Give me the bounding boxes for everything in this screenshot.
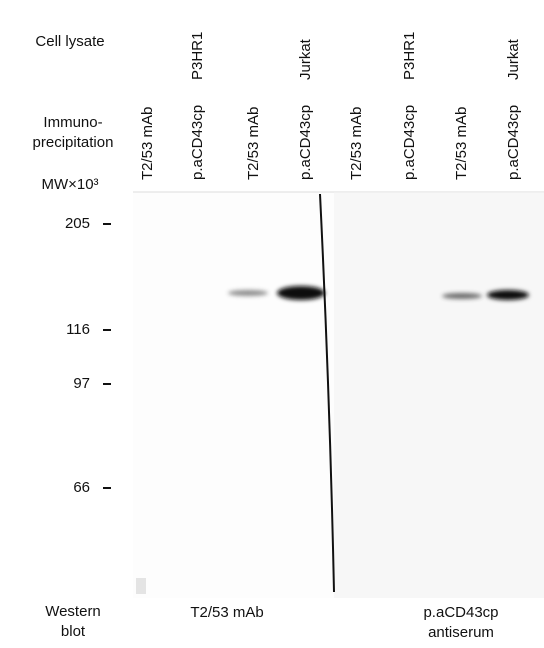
row-label: blot [61, 623, 86, 640]
cell-lysate-label: P3HR1 [401, 32, 418, 80]
gel-speck [136, 578, 146, 594]
band [277, 286, 325, 300]
blot-label: p.aCD43cp [423, 604, 498, 621]
band [442, 293, 482, 299]
mw-marker-label: 116 [66, 321, 90, 338]
lane-label: p.aCD43cp [189, 105, 206, 180]
figure: Cell lysate Immuno- precipitation MW×10³… [0, 0, 544, 648]
row-label: precipitation [33, 134, 114, 151]
lane-label: p.aCD43cp [505, 105, 522, 180]
cell-lysate-label: Jurkat [297, 38, 314, 80]
blot-label: antiserum [428, 624, 494, 641]
cell-lysate-label: Jurkat [505, 38, 522, 80]
mw-marker-label: 66 [73, 479, 90, 496]
band [228, 290, 268, 296]
lane-label: T2/53 mAb [139, 107, 156, 180]
cell-lysate-label: P3HR1 [189, 32, 206, 80]
lane-label: T2/53 mAb [245, 107, 262, 180]
gel-background [334, 192, 544, 598]
mw-marker-label: 205 [65, 215, 90, 232]
lane-label: p.aCD43cp [297, 105, 314, 180]
mw-label: MW×10³ [41, 176, 98, 193]
blot-label: T2/53 mAb [190, 604, 263, 621]
band [487, 290, 529, 300]
lane-label: T2/53 mAb [348, 107, 365, 180]
row-label: Cell lysate [35, 33, 104, 50]
lane-label: p.aCD43cp [401, 105, 418, 180]
page: {"row_labels": {"cell_lysate": "Cell lys… [0, 0, 544, 648]
row-label: Immuno- [43, 114, 102, 131]
mw-marker-label: 97 [73, 375, 90, 392]
row-label: Western [45, 603, 101, 620]
lane-label: T2/53 mAb [453, 107, 470, 180]
